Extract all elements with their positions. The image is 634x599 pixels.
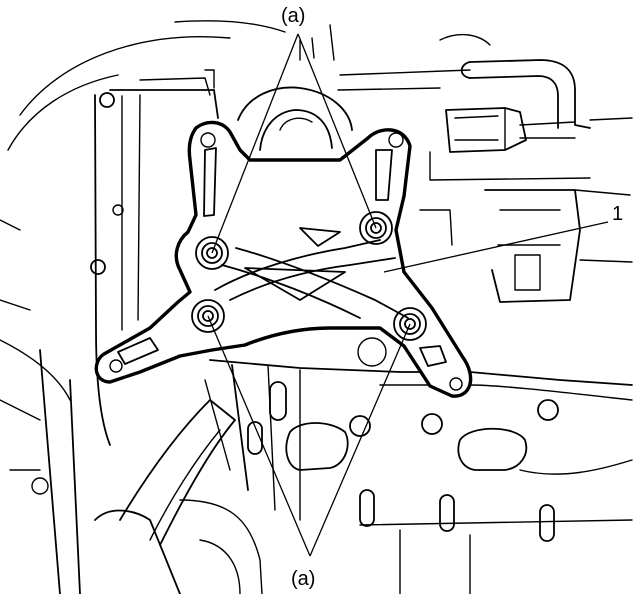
- bolt-upper-left: [195, 236, 229, 270]
- bolt-lower-left: [191, 299, 225, 333]
- leader-top-right: [297, 33, 377, 229]
- part-number-label: 1: [612, 203, 624, 225]
- bracket-part-1: [94, 120, 473, 398]
- callout-label-a-top: (a): [281, 5, 306, 27]
- leader-bottom-right: [309, 323, 411, 557]
- leader-bottom-left: [207, 315, 311, 557]
- bolts: [191, 211, 427, 341]
- callout-label-a-bottom: (a): [291, 568, 316, 590]
- leader-part-1: [383, 221, 609, 273]
- bolt-lower-right: [393, 307, 427, 341]
- leader-lines: [207, 33, 609, 557]
- engine-background-outline: [0, 20, 633, 595]
- leader-top-left: [211, 33, 299, 254]
- bolt-upper-right: [359, 211, 393, 245]
